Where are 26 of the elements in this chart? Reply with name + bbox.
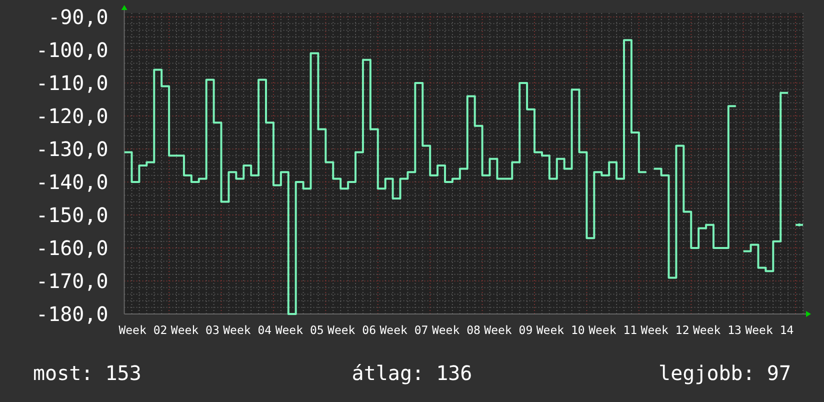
x-tick-label: Week 12	[640, 323, 690, 337]
x-tick-label: Week 04	[223, 323, 272, 337]
x-tick-label: Week 03	[170, 323, 220, 337]
text: legjobb: 97	[658, 361, 791, 385]
y-tick-label: -160,0	[36, 236, 108, 260]
x-tick-label: Week 02	[118, 323, 168, 337]
y-tick-label: -110,0	[36, 71, 108, 95]
y-tick-label: -170,0	[36, 269, 108, 293]
y-tick-label: -150,0	[36, 203, 108, 227]
text: átlag: 136	[352, 361, 472, 385]
y-tick-label: -90,0	[48, 5, 108, 29]
x-tick-label: Week 10	[536, 323, 585, 337]
y-tick-label: -120,0	[36, 104, 108, 128]
x-tick-label: Week 07	[380, 323, 428, 337]
y-tick-label: -140,0	[36, 170, 108, 194]
y-tick-label: -100,0	[36, 38, 108, 62]
x-tick-label: Week 11	[588, 323, 638, 337]
y-tick-label: -130,0	[36, 137, 108, 161]
x-tick-label: Week 06	[328, 323, 376, 337]
text: most: 153	[33, 361, 142, 385]
x-tick-label: Week 08	[432, 323, 480, 337]
x-tick-label: Week 14	[745, 323, 794, 337]
x-tick-label: Week 09	[484, 323, 533, 337]
x-tick-label: Week 13	[692, 323, 742, 337]
x-tick-label: Week 05	[275, 323, 324, 337]
y-tick-label: -180,0	[36, 302, 108, 326]
